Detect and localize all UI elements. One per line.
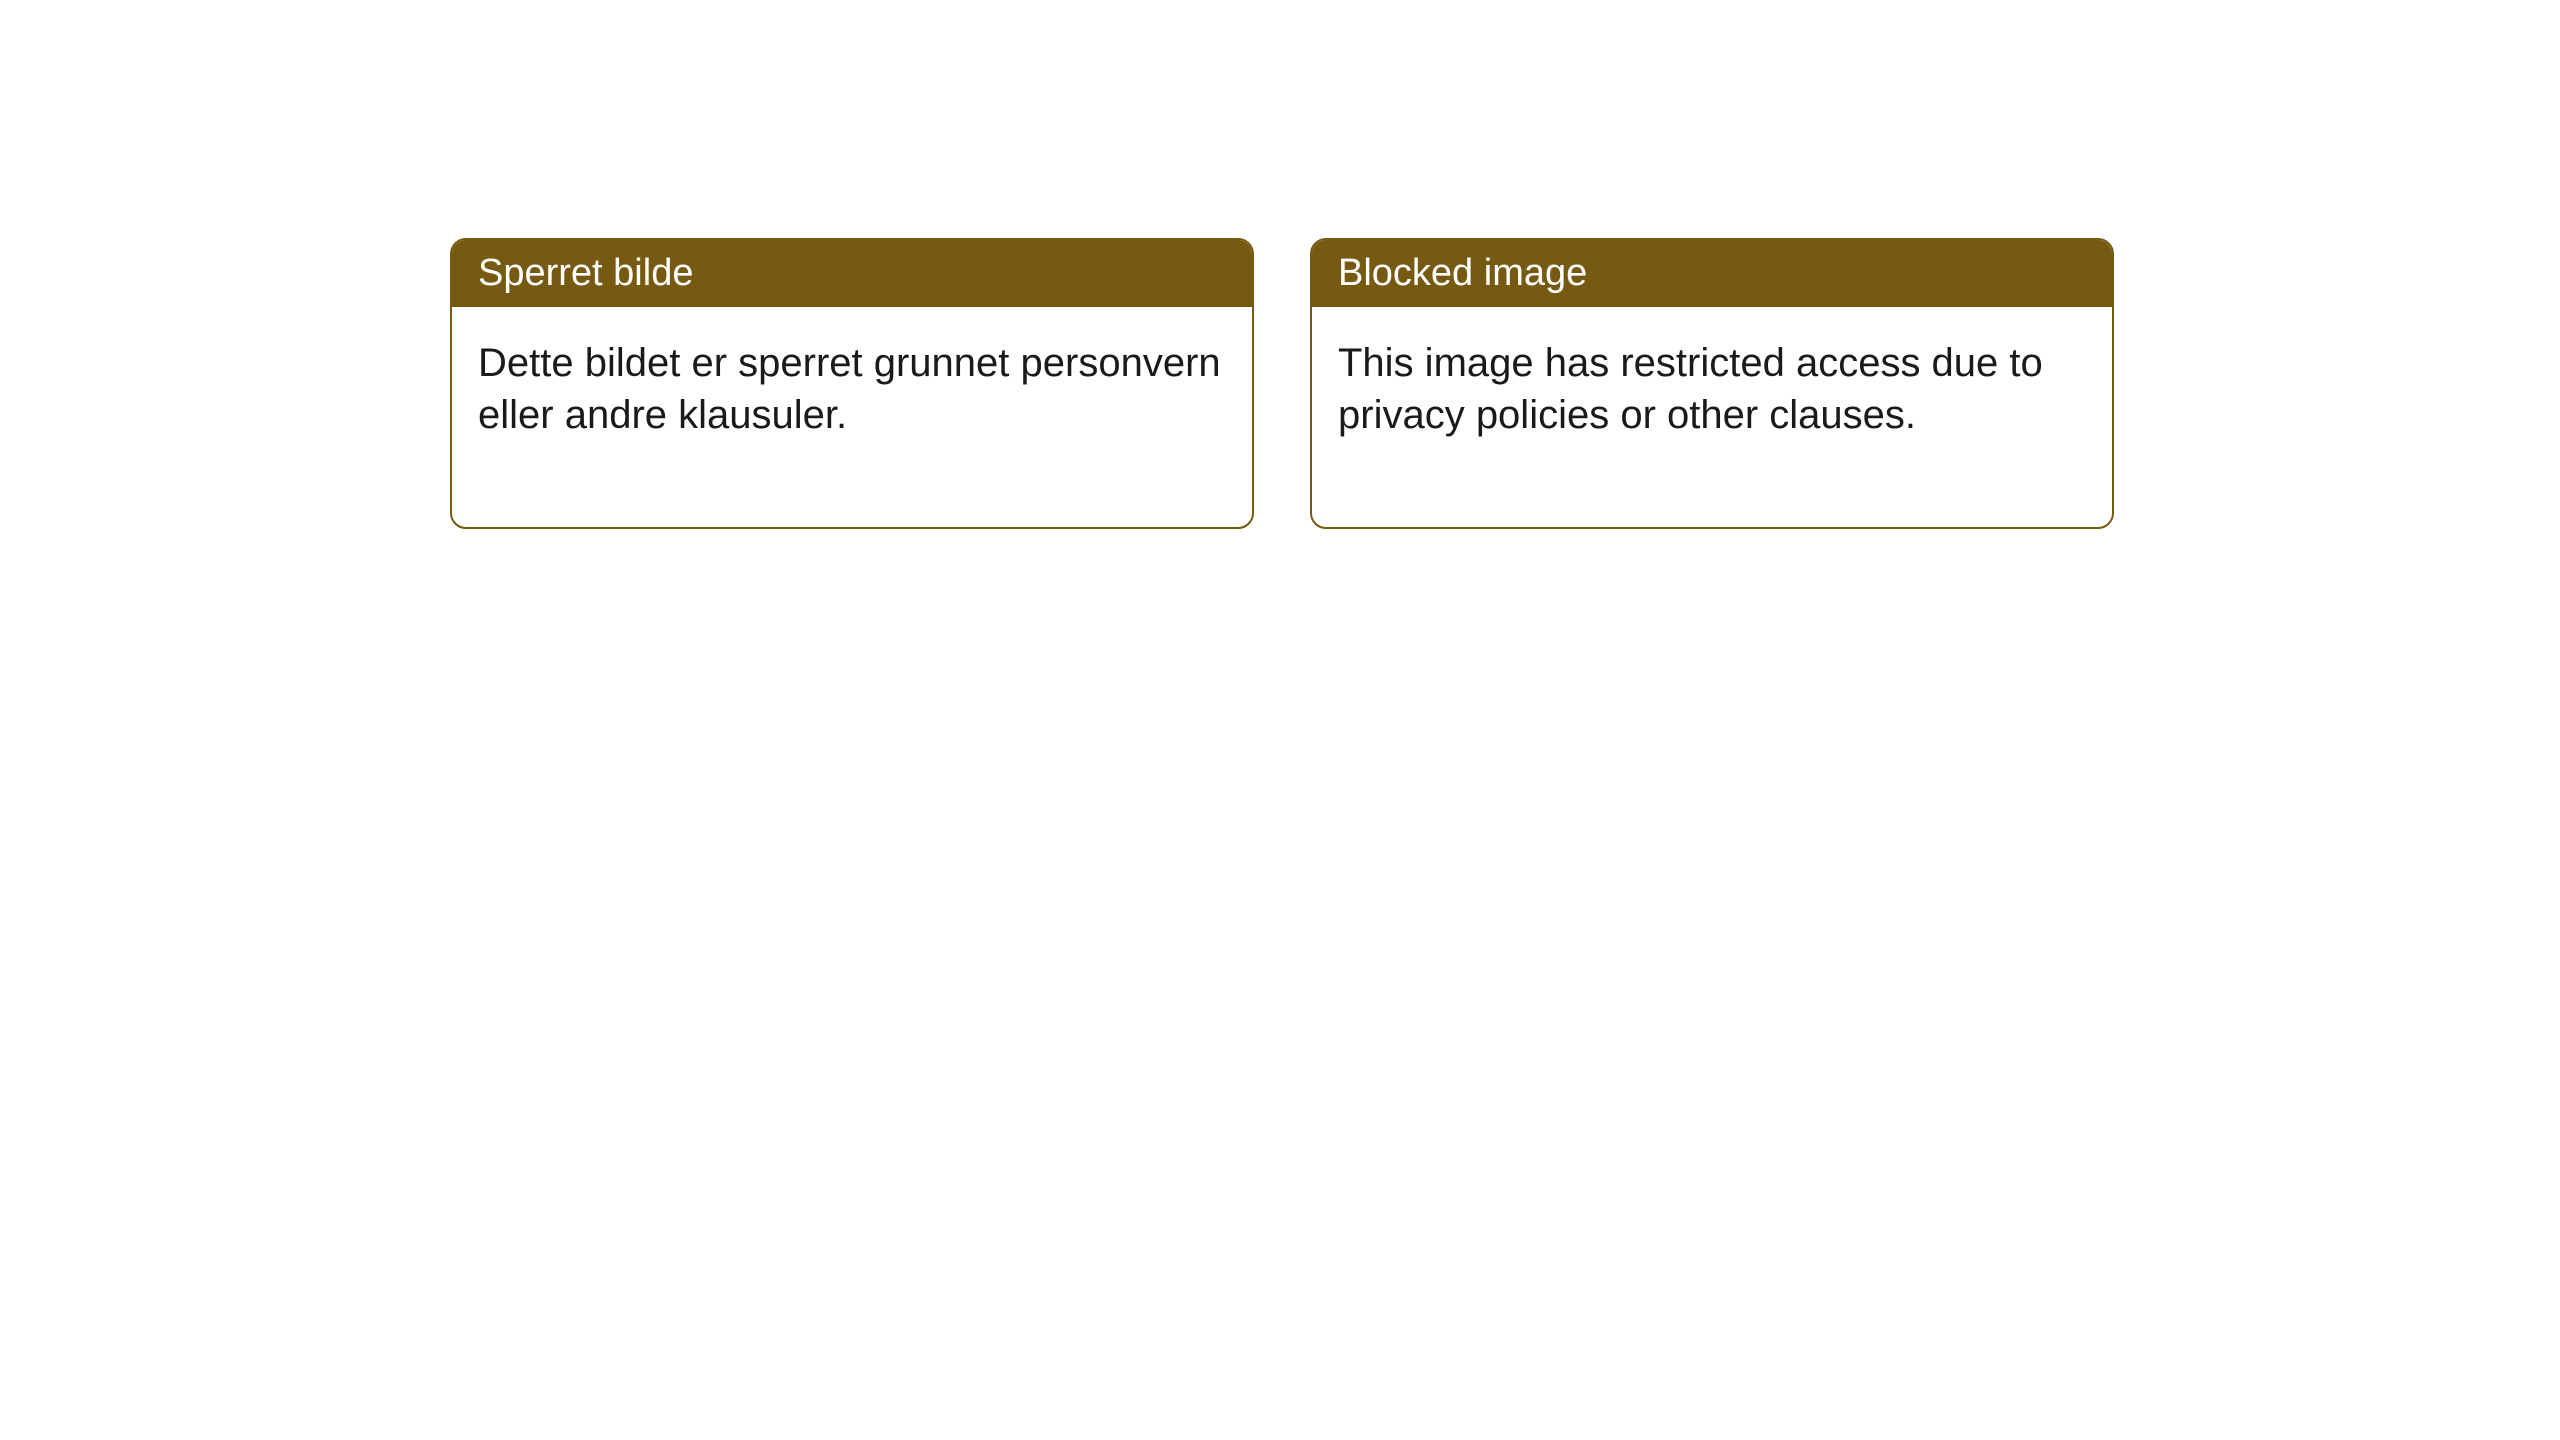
- notice-title: Blocked image: [1338, 252, 1587, 294]
- notice-body: Dette bildet er sperret grunnet personve…: [452, 307, 1252, 527]
- notice-header: Sperret bilde: [452, 240, 1252, 307]
- notice-title: Sperret bilde: [478, 252, 693, 294]
- notice-body: This image has restricted access due to …: [1312, 307, 2112, 527]
- notice-message: This image has restricted access due to …: [1338, 341, 2043, 437]
- notice-container: Sperret bilde Dette bildet er sperret gr…: [450, 238, 2114, 529]
- notice-card-english: Blocked image This image has restricted …: [1310, 238, 2114, 529]
- notice-card-norwegian: Sperret bilde Dette bildet er sperret gr…: [450, 238, 1254, 529]
- notice-message: Dette bildet er sperret grunnet personve…: [478, 341, 1221, 437]
- notice-header: Blocked image: [1312, 240, 2112, 307]
